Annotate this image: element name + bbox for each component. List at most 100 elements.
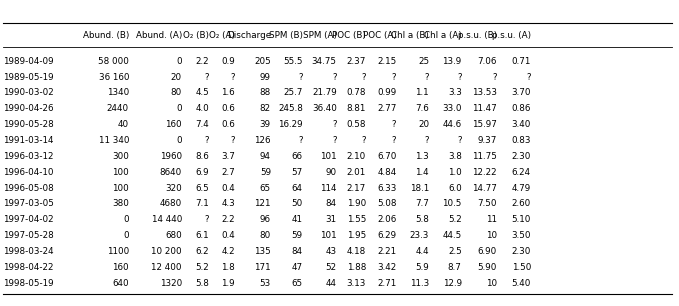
Text: 1.4: 1.4 xyxy=(416,168,429,177)
Text: 0.58: 0.58 xyxy=(346,120,366,129)
Text: 1340: 1340 xyxy=(107,88,129,97)
Text: SPM (A): SPM (A) xyxy=(303,31,337,40)
Text: 6.70: 6.70 xyxy=(377,152,397,161)
Text: 66: 66 xyxy=(292,152,303,161)
Text: ?: ? xyxy=(298,136,303,145)
Text: 5.10: 5.10 xyxy=(511,215,531,224)
Text: 34.75: 34.75 xyxy=(312,57,337,66)
Text: 53: 53 xyxy=(259,278,271,288)
Text: 88: 88 xyxy=(259,88,271,97)
Text: 59: 59 xyxy=(260,168,271,177)
Text: 1.3: 1.3 xyxy=(416,152,429,161)
Text: 23.3: 23.3 xyxy=(409,231,429,240)
Text: 44.5: 44.5 xyxy=(443,231,462,240)
Text: 99: 99 xyxy=(260,73,271,82)
Text: ?: ? xyxy=(230,73,235,82)
Text: 3.50: 3.50 xyxy=(511,231,531,240)
Text: p.s.u. (B): p.s.u. (B) xyxy=(458,31,497,40)
Text: ?: ? xyxy=(392,120,397,129)
Text: 1.95: 1.95 xyxy=(347,231,366,240)
Text: 20: 20 xyxy=(171,73,182,82)
Text: 1996-05-08: 1996-05-08 xyxy=(3,184,54,192)
Text: 5.2: 5.2 xyxy=(448,215,462,224)
Text: 0.4: 0.4 xyxy=(221,184,235,192)
Text: 80: 80 xyxy=(170,88,182,97)
Text: 90: 90 xyxy=(326,168,337,177)
Text: 40: 40 xyxy=(118,120,129,129)
Text: 2.37: 2.37 xyxy=(346,57,366,66)
Text: 4.18: 4.18 xyxy=(347,247,366,256)
Text: 10 200: 10 200 xyxy=(151,247,182,256)
Text: 65: 65 xyxy=(292,278,303,288)
Text: 1.1: 1.1 xyxy=(416,88,429,97)
Text: 101: 101 xyxy=(320,231,337,240)
Text: 2.15: 2.15 xyxy=(378,57,397,66)
Text: 25.7: 25.7 xyxy=(283,88,303,97)
Text: 2440: 2440 xyxy=(107,104,129,113)
Text: 0.86: 0.86 xyxy=(511,104,531,113)
Text: ?: ? xyxy=(492,73,497,82)
Text: 6.29: 6.29 xyxy=(378,231,397,240)
Text: 3.7: 3.7 xyxy=(221,152,235,161)
Text: 84: 84 xyxy=(292,247,303,256)
Text: 5.08: 5.08 xyxy=(377,199,397,208)
Text: 4.2: 4.2 xyxy=(221,247,235,256)
Text: 0.78: 0.78 xyxy=(346,88,366,97)
Text: 39: 39 xyxy=(260,120,271,129)
Text: 4.79: 4.79 xyxy=(512,184,531,192)
Text: p.s.u. (A): p.s.u. (A) xyxy=(492,31,531,40)
Text: 6.9: 6.9 xyxy=(196,168,209,177)
Text: Discharge: Discharge xyxy=(227,31,271,40)
Text: 11: 11 xyxy=(486,215,497,224)
Text: 1989-04-09: 1989-04-09 xyxy=(3,57,54,66)
Text: 33.0: 33.0 xyxy=(442,104,462,113)
Text: POC (B): POC (B) xyxy=(332,31,366,40)
Text: 245.8: 245.8 xyxy=(278,104,303,113)
Text: 6.2: 6.2 xyxy=(196,247,209,256)
Text: 4.5: 4.5 xyxy=(196,88,209,97)
Text: 4.0: 4.0 xyxy=(196,104,209,113)
Text: 1.50: 1.50 xyxy=(511,263,531,272)
Text: 1990-05-28: 1990-05-28 xyxy=(3,120,54,129)
Text: 2.06: 2.06 xyxy=(378,215,397,224)
Text: 2.10: 2.10 xyxy=(347,152,366,161)
Text: 680: 680 xyxy=(165,231,182,240)
Text: 0.83: 0.83 xyxy=(511,136,531,145)
Text: 1996-03-12: 1996-03-12 xyxy=(3,152,53,161)
Text: 5.8: 5.8 xyxy=(196,278,209,288)
Text: 1997-05-28: 1997-05-28 xyxy=(3,231,54,240)
Text: 55.5: 55.5 xyxy=(283,57,303,66)
Text: 2.7: 2.7 xyxy=(221,168,235,177)
Text: 1.6: 1.6 xyxy=(221,88,235,97)
Text: 2.5: 2.5 xyxy=(448,247,462,256)
Text: 1.90: 1.90 xyxy=(347,199,366,208)
Text: 3.40: 3.40 xyxy=(511,120,531,129)
Text: 25: 25 xyxy=(418,57,429,66)
Text: 82: 82 xyxy=(260,104,271,113)
Text: 1.0: 1.0 xyxy=(448,168,462,177)
Text: 6.1: 6.1 xyxy=(196,231,209,240)
Text: 8640: 8640 xyxy=(160,168,182,177)
Text: 11.3: 11.3 xyxy=(410,278,429,288)
Text: 5.9: 5.9 xyxy=(416,263,429,272)
Text: 84: 84 xyxy=(326,199,337,208)
Text: ?: ? xyxy=(230,136,235,145)
Text: 11 340: 11 340 xyxy=(98,136,129,145)
Text: 0: 0 xyxy=(124,215,129,224)
Text: 3.13: 3.13 xyxy=(346,278,366,288)
Text: ?: ? xyxy=(204,215,209,224)
Text: 2.30: 2.30 xyxy=(511,247,531,256)
Text: 100: 100 xyxy=(112,168,129,177)
Text: 1998-05-19: 1998-05-19 xyxy=(3,278,54,288)
Text: 21.79: 21.79 xyxy=(312,88,337,97)
Text: 6.90: 6.90 xyxy=(478,247,497,256)
Text: 1.55: 1.55 xyxy=(346,215,366,224)
Text: 14 440: 14 440 xyxy=(151,215,182,224)
Text: ?: ? xyxy=(457,136,462,145)
Text: Abund. (B): Abund. (B) xyxy=(83,31,129,40)
Text: 126: 126 xyxy=(255,136,271,145)
Text: 0: 0 xyxy=(177,104,182,113)
Text: 14.77: 14.77 xyxy=(472,184,497,192)
Text: 15.97: 15.97 xyxy=(472,120,497,129)
Text: 1991-03-14: 1991-03-14 xyxy=(3,136,53,145)
